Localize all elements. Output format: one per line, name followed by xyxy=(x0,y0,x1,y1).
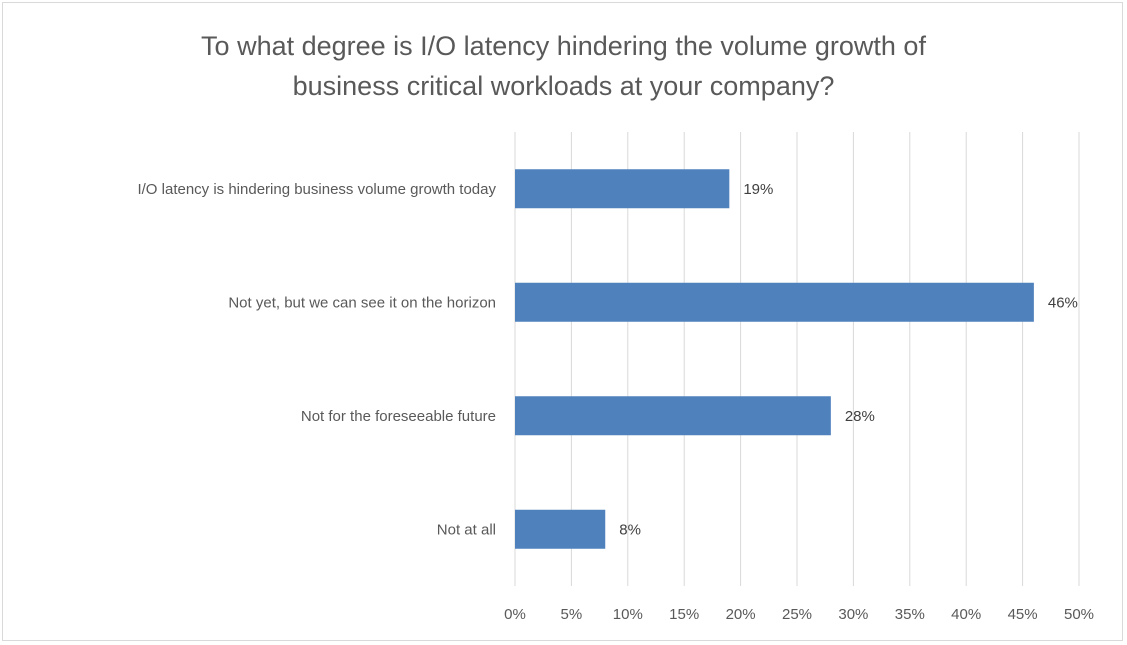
category-label: Not yet, but we can see it on the horizo… xyxy=(228,294,496,311)
chart-title-line-1: To what degree is I/O latency hindering … xyxy=(201,31,926,61)
x-tick-label: 15% xyxy=(669,606,699,623)
chart-title: To what degree is I/O latency hindering … xyxy=(0,26,1127,106)
x-tick-label: 5% xyxy=(561,606,583,623)
category-label: Not at all xyxy=(437,521,496,538)
x-tick-label: 50% xyxy=(1064,606,1094,623)
bar xyxy=(515,396,831,436)
category-label: Not for the foreseeable future xyxy=(301,408,496,425)
data-label: 8% xyxy=(619,521,641,538)
bar xyxy=(515,282,1034,322)
x-tick-label: 40% xyxy=(951,606,981,623)
bar xyxy=(515,509,606,549)
x-tick-label: 30% xyxy=(838,606,868,623)
category-label: I/O latency is hindering business volume… xyxy=(137,181,496,198)
x-tick-label: 35% xyxy=(895,606,925,623)
x-tick-label: 25% xyxy=(782,606,812,623)
data-label: 28% xyxy=(845,408,875,425)
x-tick-label: 45% xyxy=(1008,606,1038,623)
x-tick-label: 10% xyxy=(613,606,643,623)
x-tick-label: 0% xyxy=(504,606,526,623)
data-label: 46% xyxy=(1048,294,1078,311)
x-tick-label: 20% xyxy=(726,606,756,623)
bar xyxy=(515,169,730,209)
data-label: 19% xyxy=(743,181,773,198)
chart-title-line-2: business critical workloads at your comp… xyxy=(292,71,835,101)
